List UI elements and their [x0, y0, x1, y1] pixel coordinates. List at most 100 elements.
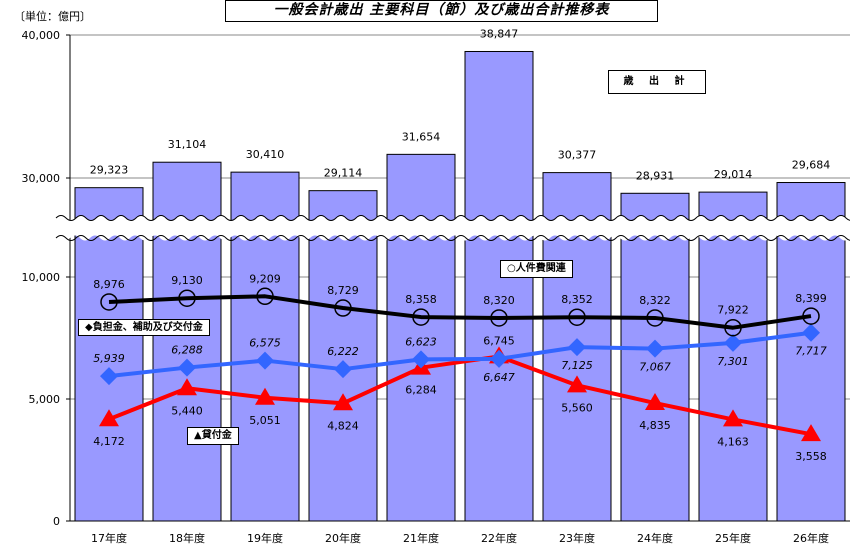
personnel-value-label: 8,352: [561, 293, 593, 306]
x-tick-label: 24年度: [637, 531, 673, 545]
burden-value-label: 5,939: [93, 352, 125, 365]
bar-value-label: 29,114: [324, 167, 363, 180]
axis-break-line: [55, 235, 850, 241]
personnel-value-label: 9,130: [171, 274, 203, 287]
burden-marker: [568, 338, 586, 357]
x-tick-label: 25年度: [715, 531, 751, 545]
personnel-marker: [568, 308, 586, 326]
personnel-value-label: 8,729: [327, 284, 359, 297]
x-tick-label: 22年度: [481, 531, 517, 545]
x-tick-label: 21年度: [403, 531, 439, 545]
loan-value-label: 5,560: [561, 401, 593, 414]
burden-value-label: 7,301: [717, 355, 749, 368]
personnel-marker: [334, 299, 352, 317]
bar-value-label: 28,931: [636, 169, 675, 182]
personnel-value-label: 9,209: [249, 272, 281, 285]
burden-marker: [646, 339, 664, 358]
loan-value-label: 6,284: [405, 384, 437, 397]
y-tick-label: 0: [53, 515, 60, 528]
y-tick-label: 5,000: [29, 393, 61, 406]
bar-value-label: 31,104: [168, 138, 207, 151]
bar-total: [698, 191, 768, 522]
unit-label: 〔単位：億円〕: [14, 10, 91, 23]
loan-marker: [333, 393, 353, 411]
burden-marker: [178, 358, 196, 377]
loan-marker: [801, 424, 821, 442]
x-tick-label: 23年度: [559, 531, 595, 545]
burden-marker: [724, 333, 742, 352]
bar-total: [308, 190, 378, 522]
personnel-marker: [178, 289, 196, 307]
burden-value-label: 6,623: [405, 335, 437, 348]
burden-marker: [256, 351, 274, 370]
bar-value-label: 31,654: [402, 130, 441, 143]
y-tick-label: 40,000: [22, 29, 61, 42]
loan-value-label: 4,835: [639, 419, 671, 432]
personnel-marker: [256, 287, 274, 306]
loan-value-label: 3,558: [795, 450, 827, 463]
personnel-value-label: 8,320: [483, 294, 515, 307]
bar-value-label: 29,684: [792, 159, 831, 172]
burden-marker: [412, 350, 430, 369]
loan-value-label: 4,163: [717, 435, 749, 448]
burden-value-label: 6,222: [327, 345, 359, 358]
burden-value-label: 7,717: [795, 345, 827, 358]
burden-value-label: 7,067: [639, 361, 671, 374]
bar-value-label: 29,014: [714, 168, 753, 181]
loan-value-label: 5,440: [171, 404, 203, 417]
x-tick-label: 26年度: [793, 531, 829, 545]
personnel-marker: [646, 309, 664, 327]
x-tick-label: 18年度: [169, 531, 205, 545]
loan-value-label: 4,824: [327, 419, 359, 432]
loan-value-label: 6,745: [483, 334, 515, 347]
personnel-value-label: 7,922: [717, 304, 749, 317]
personnel-value-label: 8,976: [93, 278, 125, 291]
loan-line: [108, 354, 812, 437]
burden-value-label: 7,125: [561, 359, 593, 372]
bar-total: [74, 187, 144, 522]
burden-marker: [802, 323, 820, 342]
bar-value-label: 30,410: [246, 148, 285, 161]
burden-marker: [334, 360, 352, 379]
burden-marker: [100, 367, 118, 386]
loan-marker: [645, 393, 665, 411]
personnel-marker: [412, 308, 430, 326]
legend-loan: ▲貸付金: [187, 427, 239, 445]
personnel-marker: [100, 293, 118, 311]
x-tick-label: 19年度: [247, 531, 283, 545]
personnel-value-label: 8,399: [795, 292, 827, 305]
personnel-value-label: 8,322: [639, 294, 671, 307]
loan-marker: [723, 409, 743, 427]
chart-title: 一般会計歳出 主要科目（節）及び歳出合計推移表: [225, 0, 658, 22]
burden-value-label: 6,647: [483, 371, 515, 384]
personnel-line: [108, 294, 812, 330]
y-tick-label: 10,000: [22, 271, 61, 284]
bar-value-label: 29,323: [90, 164, 129, 177]
burden-value-label: 6,575: [249, 337, 281, 350]
x-tick-label: 20年度: [325, 531, 361, 545]
burden-value-label: 6,288: [171, 344, 203, 357]
y-tick-label: 30,000: [22, 172, 61, 185]
bar-value-label: 38,847: [480, 27, 519, 40]
personnel-value-label: 8,358: [405, 293, 437, 306]
loan-marker: [177, 378, 197, 396]
axis-break-line: [55, 215, 850, 221]
bar-total: [464, 50, 534, 522]
legend-personnel: ○人件費関連: [500, 260, 573, 278]
loan-value-label: 5,051: [249, 414, 281, 427]
loan-marker: [567, 375, 587, 393]
personnel-marker: [490, 309, 508, 327]
personnel-marker: [724, 318, 742, 337]
legend-burden: ◆負担金、補助及び交付金: [78, 319, 210, 336]
axis-break-band: [50, 215, 850, 241]
x-tick-label: 17年度: [91, 531, 127, 545]
burden-line: [108, 330, 812, 379]
loan-marker: [255, 387, 275, 405]
loan-marker: [99, 409, 119, 427]
bar-value-label: 30,377: [558, 149, 597, 162]
burden-marker: [490, 349, 508, 368]
legend-total: 歳 出 計: [608, 70, 706, 94]
personnel-marker: [802, 307, 820, 325]
